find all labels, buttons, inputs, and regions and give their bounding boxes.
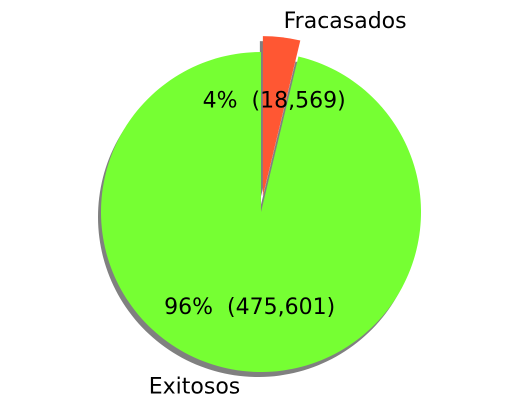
pie-slice-fracasados bbox=[262, 36, 301, 197]
pie-slice-exitosos bbox=[101, 52, 422, 373]
pie-label-layer: Fracasados 4% (18,569) Exitosos 96% (475,60… bbox=[149, 9, 407, 399]
slice-label-exitosos: Exitosos bbox=[149, 374, 241, 399]
pie-slice-layer bbox=[101, 36, 422, 373]
percent-label-exitosos: 96% (475,601) bbox=[164, 295, 335, 320]
slice-label-fracasados: Fracasados bbox=[284, 9, 407, 34]
percent-label-fracasados: 4% (18,569) bbox=[203, 88, 346, 113]
